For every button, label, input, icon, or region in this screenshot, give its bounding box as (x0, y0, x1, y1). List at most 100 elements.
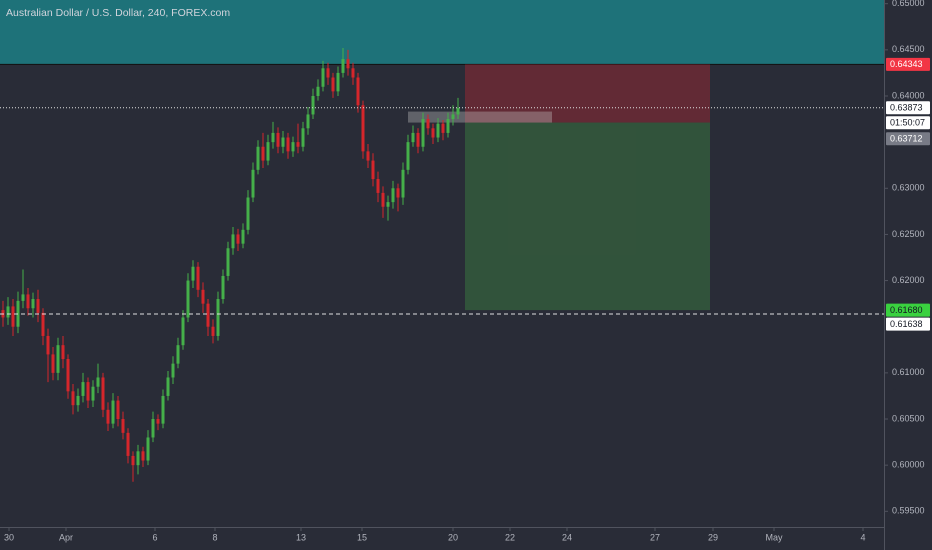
candle-body (56, 345, 60, 373)
candle-body (356, 77, 360, 106)
candle-body (346, 59, 350, 69)
candle-body (96, 377, 100, 387)
x-tick-label: 4 (860, 532, 865, 542)
x-tick-label: 24 (562, 532, 572, 542)
candle-body (151, 419, 155, 438)
candle-body (336, 72, 340, 92)
candle-body (331, 77, 335, 92)
y-tick-label: 0.64000 (892, 90, 925, 100)
candle-body (281, 137, 285, 147)
range-box (408, 111, 552, 123)
candle-body (456, 107, 460, 115)
candle-body (276, 132, 280, 147)
candle-body (306, 114, 310, 129)
candle-body (81, 382, 85, 396)
candle-body (291, 142, 295, 152)
candle-body (191, 266, 195, 281)
candle-body (231, 234, 235, 249)
candle-body (236, 234, 240, 244)
countdown-label-box (886, 116, 930, 130)
current-label: 0.63873 (890, 103, 923, 113)
candle-body (406, 142, 410, 170)
candle-body (46, 335, 50, 355)
candle-body (161, 395, 165, 424)
candle-body (86, 382, 90, 401)
y-tick-label: 0.59500 (892, 506, 925, 516)
candle-body (321, 68, 325, 87)
stop-label-box (886, 57, 930, 71)
y-tick-label: 0.62000 (892, 275, 925, 285)
candle-body (31, 299, 35, 309)
x-tick-label: 30 (4, 532, 14, 542)
candle-body (36, 299, 40, 313)
y-tick-label: 0.60500 (892, 413, 925, 423)
x-tick-label: 27 (650, 532, 660, 542)
x-tick-label: 22 (505, 532, 515, 542)
level-label-box (886, 317, 930, 331)
candle-body (51, 354, 55, 373)
candle-body (381, 192, 385, 207)
candle-body (41, 312, 45, 336)
candle-body (411, 132, 415, 143)
x-tick-label: Apr (59, 532, 73, 542)
candle-body (106, 409, 110, 424)
current-label-box (886, 101, 930, 115)
candle-body (136, 451, 140, 466)
zone (0, 0, 884, 65)
candle-body (266, 142, 270, 161)
y-tick-label: 0.61000 (892, 367, 925, 377)
candle-body (426, 119, 430, 129)
candle-body (61, 345, 65, 360)
y-tick-label: 0.63000 (892, 183, 925, 193)
candle-body (396, 188, 400, 198)
candle-body (316, 86, 320, 96)
stop-label: 0.64343 (890, 59, 923, 69)
candle-body (376, 179, 380, 193)
candle-body (391, 188, 395, 203)
target-label-box (886, 303, 930, 317)
candle-body (6, 306, 10, 318)
price-axis (884, 0, 932, 550)
candle-body (296, 142, 300, 147)
y-tick-label: 0.62500 (892, 229, 925, 239)
candle-body (181, 317, 185, 346)
y-tick-label: 0.64500 (892, 44, 925, 54)
candle-body (241, 229, 245, 244)
chart-title: Australian Dollar / U.S. Dollar, 240, FO… (6, 7, 230, 19)
candle-body (176, 345, 180, 364)
candle-body (326, 68, 330, 78)
candle-body (111, 400, 115, 424)
candle-body (441, 123, 445, 133)
candle-body (216, 299, 220, 336)
candle-body (211, 326, 215, 336)
candle-body (271, 132, 275, 143)
entry-label-box (886, 132, 930, 146)
candle-body (126, 432, 130, 456)
candle-body (416, 132, 420, 147)
x-tick-label: 15 (357, 532, 367, 542)
candle-body (76, 395, 80, 406)
candle-body (261, 146, 265, 161)
candle-body (366, 151, 370, 161)
candle-body (21, 294, 25, 301)
x-tick-label: 29 (708, 532, 718, 542)
level-label: 0.61638 (890, 319, 923, 329)
candle-body (26, 294, 30, 309)
candle-body (246, 197, 250, 230)
target-label: 0.61680 (890, 305, 923, 315)
y-tick-label: 0.65000 (892, 0, 925, 8)
candle-body (431, 128, 435, 138)
candle-body (71, 391, 75, 406)
candle-body (171, 363, 175, 378)
candle-body (121, 419, 125, 433)
candle-body (131, 455, 135, 466)
candle-body (256, 146, 260, 170)
candle-body (116, 400, 120, 420)
candle-body (421, 119, 425, 147)
candle-body (446, 119, 450, 133)
candle-body (401, 169, 405, 198)
